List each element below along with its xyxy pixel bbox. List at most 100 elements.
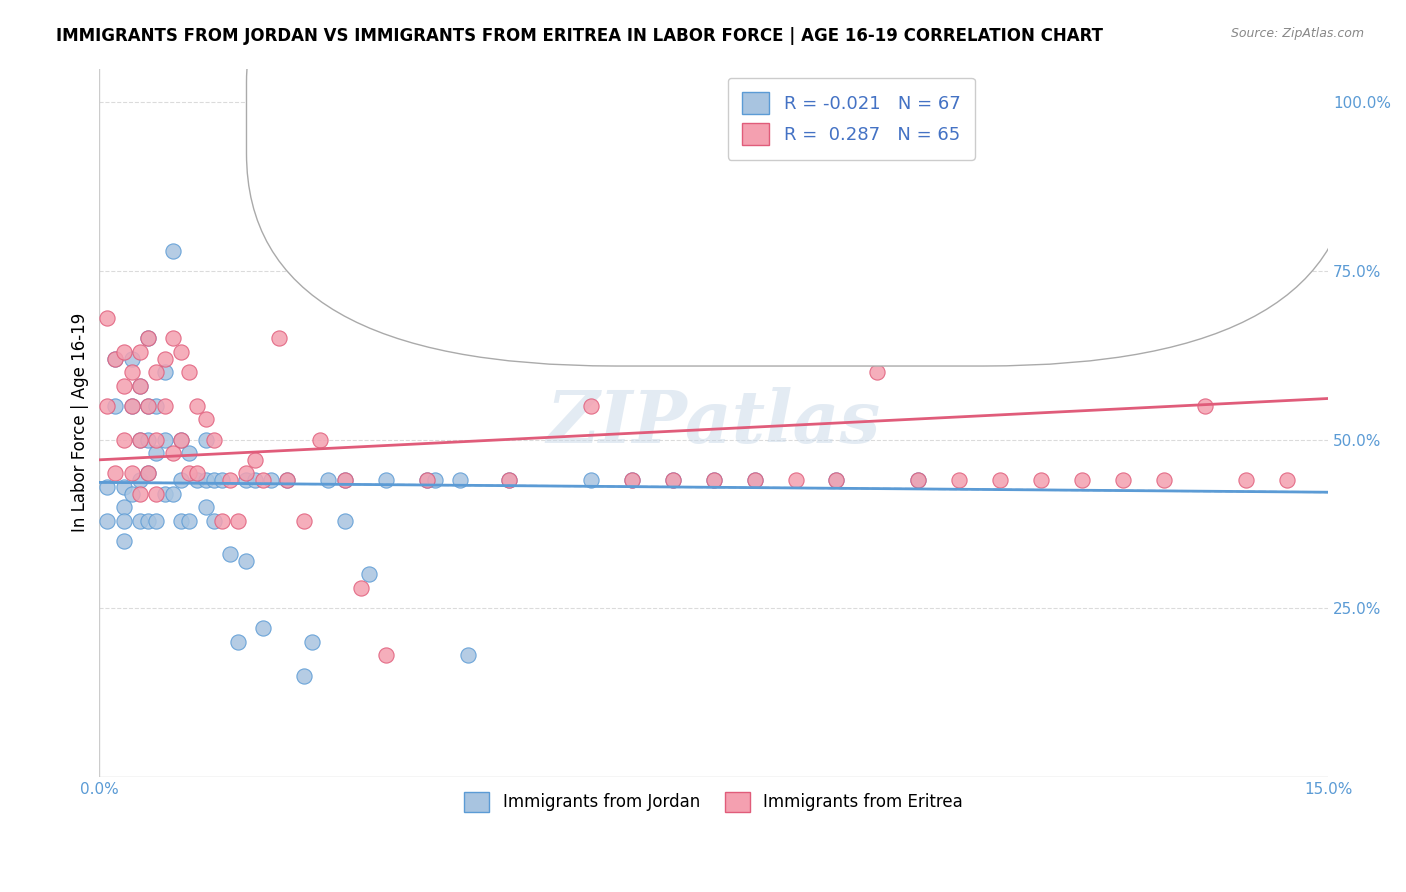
Point xyxy=(96,480,118,494)
Point xyxy=(129,378,152,392)
Point xyxy=(121,399,143,413)
Point xyxy=(333,514,356,528)
Point xyxy=(162,331,184,345)
Point xyxy=(121,399,143,413)
Point xyxy=(579,473,602,487)
Point xyxy=(1234,473,1257,487)
Point xyxy=(136,399,159,413)
Point xyxy=(309,433,332,447)
Point xyxy=(96,514,118,528)
Point xyxy=(333,473,356,487)
Point xyxy=(416,473,439,487)
Point xyxy=(219,547,242,561)
Point xyxy=(907,473,929,487)
Point xyxy=(194,473,217,487)
Point xyxy=(136,399,159,413)
Point xyxy=(162,244,184,258)
Point xyxy=(96,311,118,326)
Point xyxy=(112,433,135,447)
FancyBboxPatch shape xyxy=(246,0,1353,366)
Point xyxy=(202,433,225,447)
Point xyxy=(498,473,520,487)
Point xyxy=(145,365,167,379)
Point xyxy=(202,514,225,528)
Point xyxy=(129,514,152,528)
Point xyxy=(907,473,929,487)
Point xyxy=(1194,399,1216,413)
Point xyxy=(825,473,848,487)
Point xyxy=(153,365,176,379)
Point xyxy=(186,399,208,413)
Text: ZIPatlas: ZIPatlas xyxy=(547,387,880,458)
Point xyxy=(179,446,201,460)
Point xyxy=(703,473,725,487)
Point xyxy=(744,473,766,487)
Point xyxy=(129,433,152,447)
Point xyxy=(186,473,208,487)
Point xyxy=(292,514,315,528)
Point xyxy=(104,399,127,413)
Point xyxy=(269,331,291,345)
Point xyxy=(112,344,135,359)
Point xyxy=(145,433,167,447)
Point xyxy=(423,473,446,487)
Point xyxy=(194,500,217,514)
Point xyxy=(112,533,135,548)
Point xyxy=(121,351,143,366)
Point xyxy=(170,344,193,359)
Point xyxy=(104,351,127,366)
Point xyxy=(235,467,257,481)
Point xyxy=(211,514,233,528)
Point xyxy=(170,473,193,487)
Point xyxy=(179,365,201,379)
Point xyxy=(449,473,471,487)
Point xyxy=(620,473,643,487)
Point xyxy=(162,486,184,500)
Point xyxy=(153,433,176,447)
Point xyxy=(948,473,970,487)
Point xyxy=(1112,473,1135,487)
Point xyxy=(170,433,193,447)
Point xyxy=(457,648,479,663)
Point xyxy=(620,473,643,487)
Point xyxy=(179,467,201,481)
Point xyxy=(359,567,381,582)
Point xyxy=(226,635,249,649)
Point xyxy=(145,399,167,413)
Point xyxy=(661,473,683,487)
Point xyxy=(170,514,193,528)
Point xyxy=(136,467,159,481)
Point xyxy=(252,473,274,487)
Point xyxy=(374,648,396,663)
Point xyxy=(785,473,807,487)
Point xyxy=(162,446,184,460)
Point xyxy=(866,365,889,379)
Point xyxy=(194,412,217,426)
Point xyxy=(202,473,225,487)
Point xyxy=(179,514,201,528)
Point xyxy=(96,399,118,413)
Point xyxy=(136,331,159,345)
Point xyxy=(112,378,135,392)
Point xyxy=(145,446,167,460)
Point xyxy=(235,554,257,568)
Point xyxy=(416,473,439,487)
Point xyxy=(661,473,683,487)
Point xyxy=(121,486,143,500)
Point xyxy=(129,378,152,392)
Point xyxy=(825,473,848,487)
Point xyxy=(1275,473,1298,487)
Point xyxy=(350,581,373,595)
Point xyxy=(1071,473,1094,487)
Point xyxy=(129,473,152,487)
Point xyxy=(252,622,274,636)
Point xyxy=(121,365,143,379)
Point xyxy=(235,473,257,487)
Point xyxy=(153,351,176,366)
Point xyxy=(333,473,356,487)
Legend: Immigrants from Jordan, Immigrants from Eritrea: Immigrants from Jordan, Immigrants from … xyxy=(451,778,976,825)
Point xyxy=(129,433,152,447)
Point xyxy=(243,452,266,467)
Point xyxy=(153,399,176,413)
Point xyxy=(121,467,143,481)
